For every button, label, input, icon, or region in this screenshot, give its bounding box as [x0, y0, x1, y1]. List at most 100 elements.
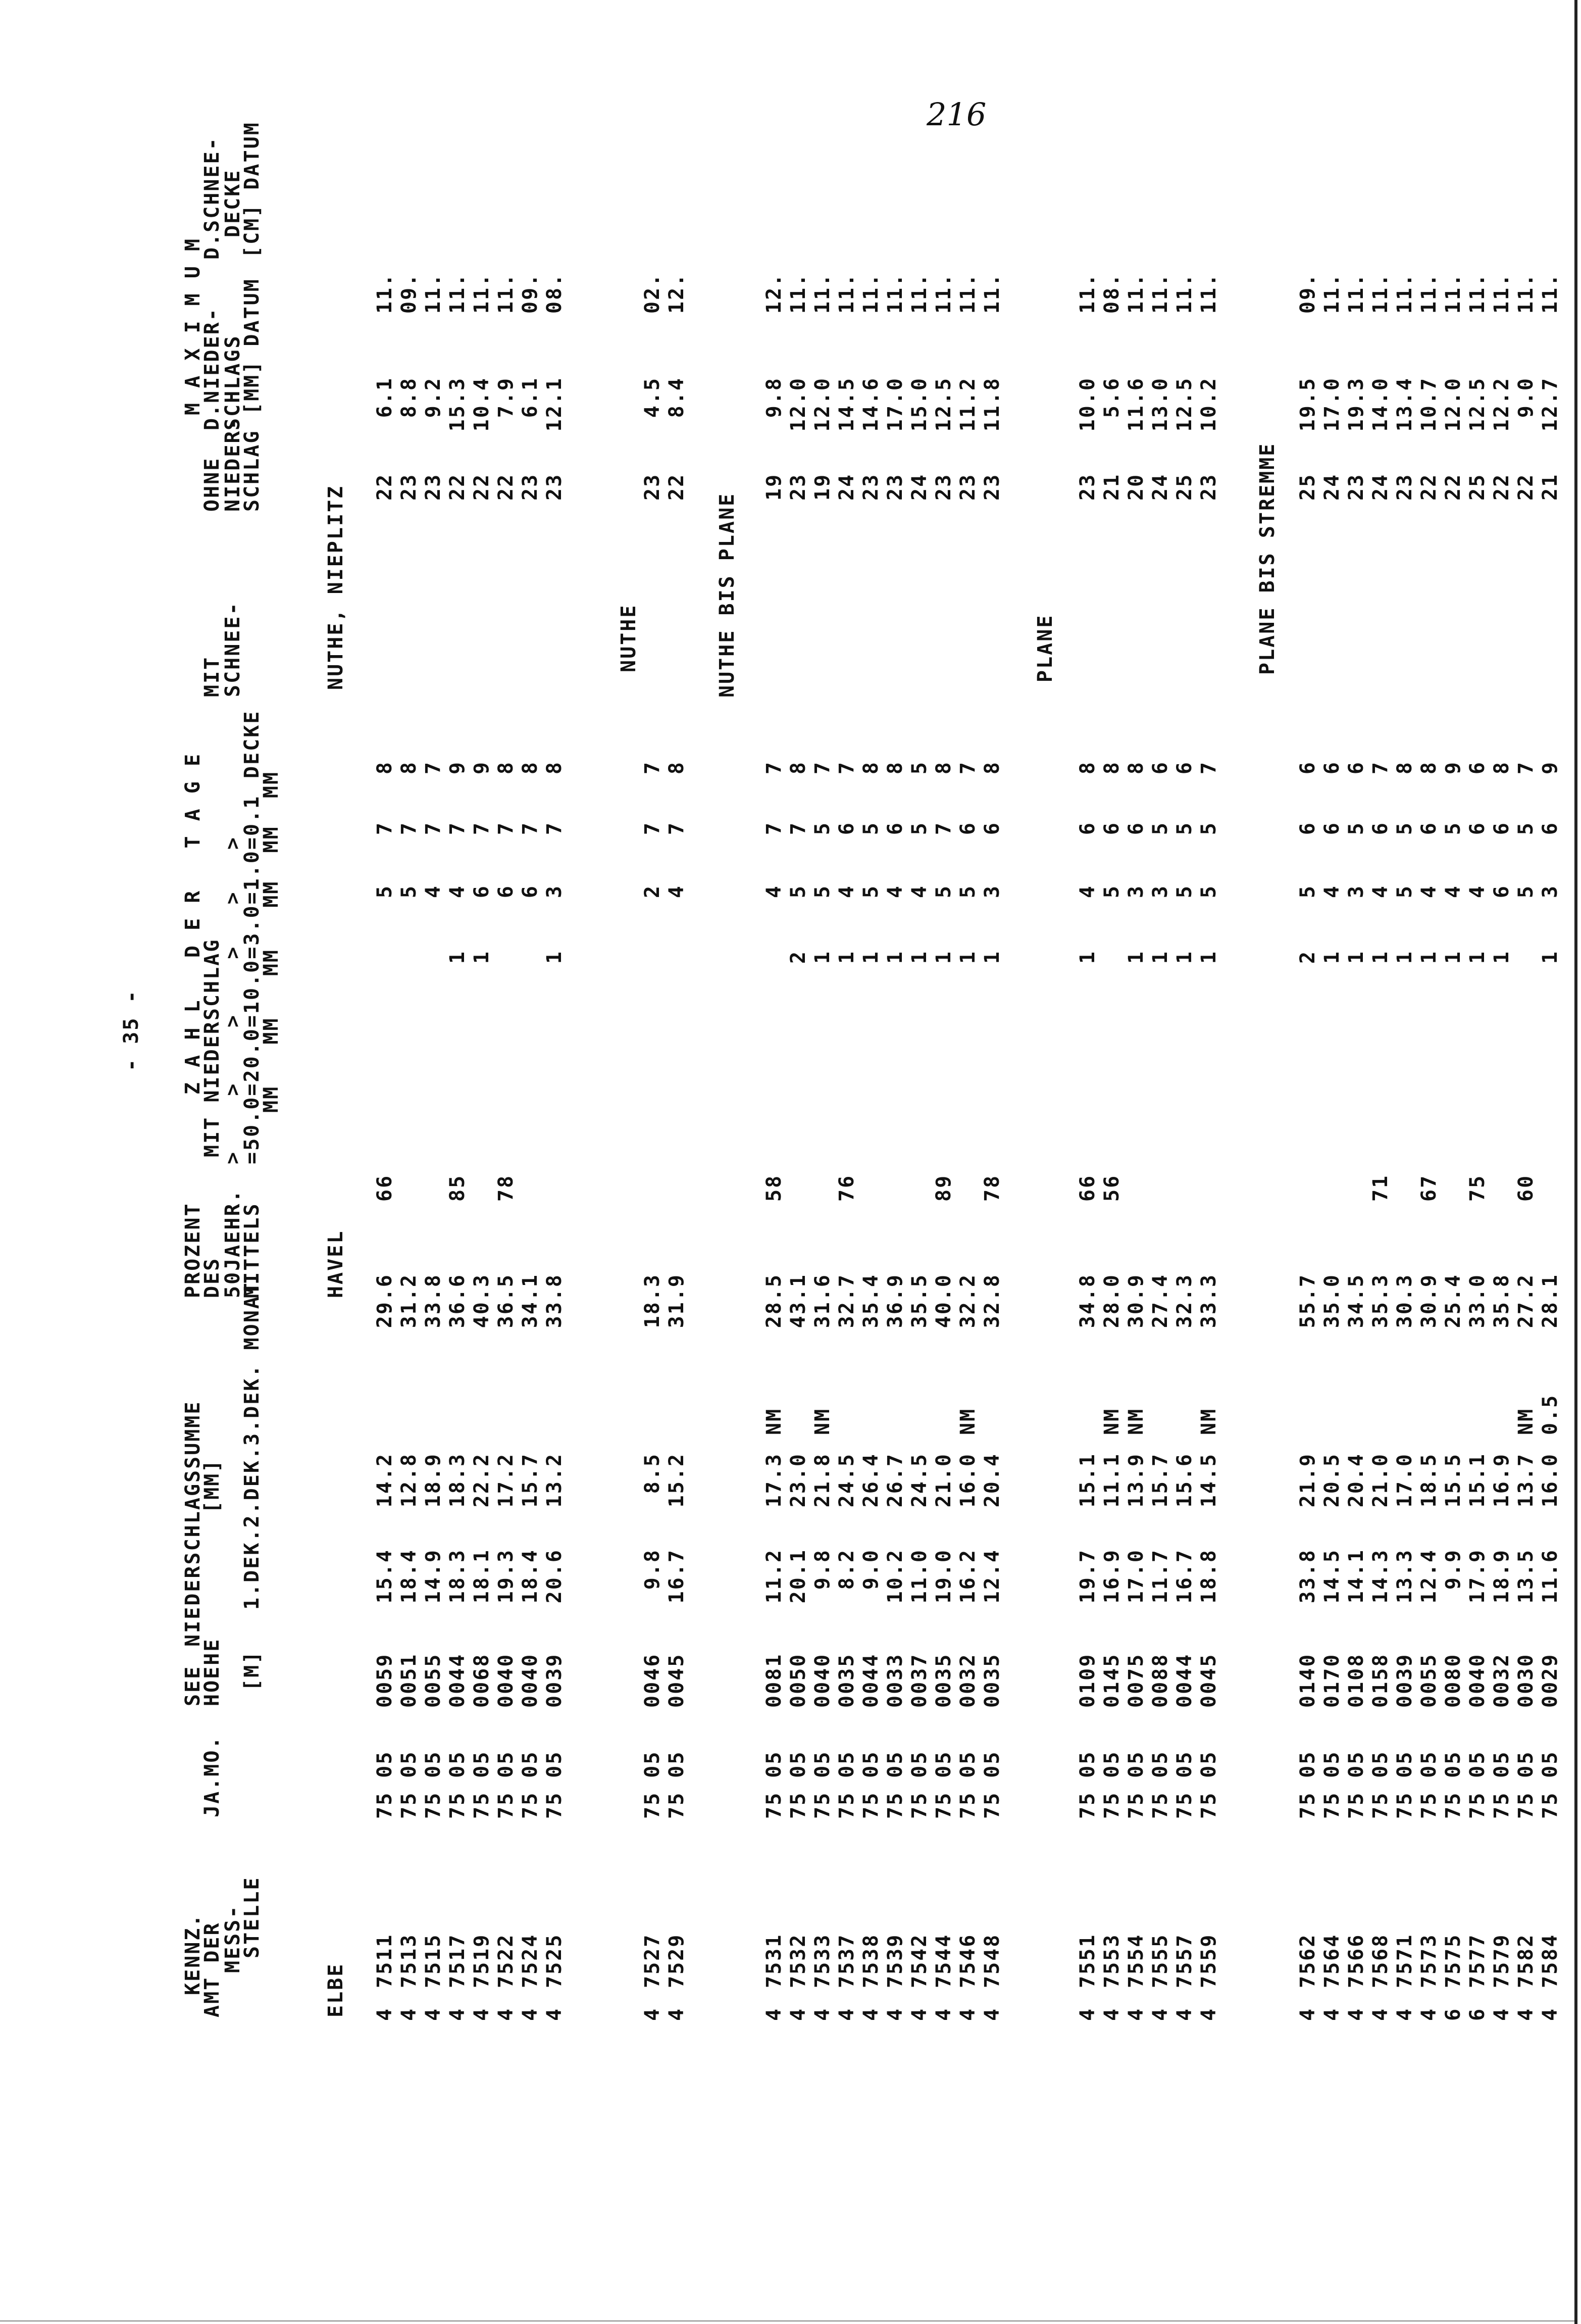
station-id-cell: 7573	[1417, 1933, 1441, 1988]
station-id-cell: 7524	[519, 1933, 542, 1988]
max-date-cell: 11.	[1393, 272, 1416, 314]
header-schlag: SCHLAG	[240, 429, 264, 512]
amt-cell: 6	[1442, 2007, 1465, 2021]
max-date-cell: 11.	[1345, 272, 1368, 314]
decade1-cell: 18.4	[519, 1549, 542, 1604]
year-month-cell: 75 05	[1514, 1750, 1538, 1819]
decade2-cell: 15.7	[1149, 1453, 1172, 1508]
month-total-cell: 34.5	[1345, 1273, 1368, 1328]
month-total-cell: 33.8	[422, 1273, 445, 1328]
page-bottom-line	[0, 2320, 1574, 2321]
amt-cell: 4	[1076, 2007, 1099, 2021]
year-month-cell: 75 05	[1125, 1750, 1148, 1819]
max-date-cell: 11.	[835, 272, 858, 314]
days-ge01-cell: 8	[1417, 761, 1441, 775]
month-total-cell: 35.0	[1320, 1273, 1344, 1328]
max-date-cell: 11.	[1369, 272, 1392, 314]
decade3-cell: NM	[1100, 1407, 1124, 1435]
month-total-cell: 40.0	[932, 1273, 955, 1328]
max-precip-cell: 12.7	[1539, 377, 1562, 432]
decade1-cell: 11.2	[762, 1549, 786, 1604]
decade2-cell: 22.2	[470, 1453, 493, 1508]
max-precip-cell: 11.8	[981, 377, 1004, 432]
amt-cell: 4	[519, 2007, 542, 2021]
amt-cell: 4	[811, 2007, 834, 2021]
max-precip-cell: 14.6	[859, 377, 883, 432]
days-ge01-cell: 7	[762, 761, 786, 775]
amt-cell: 4	[1393, 2007, 1416, 2021]
month-total-cell: 31.6	[811, 1273, 834, 1328]
max-precip-cell: 11.2	[956, 377, 980, 432]
max-date-cell: 12.	[762, 272, 786, 314]
header-mess: MESS-	[221, 1904, 244, 1973]
max-precip-cell: 17.0	[1320, 377, 1344, 432]
decade2-cell: 24.5	[835, 1453, 858, 1508]
header-stelle: STELLE	[240, 1876, 264, 1959]
max-date-cell: 11.	[373, 272, 396, 314]
decade1-cell: 9.8	[811, 1549, 834, 1590]
percent-cell: 85	[446, 1174, 469, 1202]
percent-cell: 66	[1076, 1174, 1099, 1202]
decade2-cell: 12.8	[397, 1453, 421, 1508]
month-total-cell: 36.6	[446, 1273, 469, 1328]
days-ge01-cell: 6	[1320, 761, 1344, 775]
percent-cell: 67	[1417, 1174, 1441, 1202]
elevation-cell: 0040	[1466, 1653, 1489, 1708]
decade1-cell: 19.3	[494, 1549, 518, 1604]
decade1-cell: 33.8	[1296, 1549, 1319, 1604]
station-id-cell: 7577	[1466, 1933, 1489, 1988]
month-total-cell: 30.3	[1393, 1273, 1416, 1328]
percent-cell: 78	[494, 1174, 518, 1202]
year-month-cell: 75 05	[373, 1750, 396, 1819]
amt-cell: 4	[494, 2007, 518, 2021]
days-ge01-cell: 5	[908, 761, 931, 775]
decade2-cell: 20.4	[981, 1453, 1004, 1508]
max-date-cell: 11.	[981, 272, 1004, 314]
header-see: SEE	[181, 1665, 205, 1706]
month-total-cell: 30.9	[1125, 1273, 1148, 1328]
decade1-cell: 14.3	[1369, 1549, 1392, 1604]
max-precip-cell: 5.6	[1100, 377, 1124, 418]
max-precip-cell: 12.1	[543, 377, 566, 432]
decade3-cell: NM	[762, 1407, 786, 1435]
month-total-cell: 35.8	[1490, 1273, 1513, 1328]
header-unit-m: [M]	[240, 1650, 264, 1691]
max-date-cell: 08.	[543, 272, 566, 314]
max-date-cell: 09.	[397, 272, 421, 314]
decade2-cell: 20.5	[1320, 1453, 1344, 1508]
max-precip-cell: 10.0	[1076, 377, 1099, 432]
decade2-cell: 8.5	[641, 1453, 664, 1494]
decade1-cell: 15.4	[373, 1549, 396, 1604]
amt-cell: 4	[397, 2007, 421, 2021]
decade2-cell: 21.8	[811, 1453, 834, 1508]
section-label: NUTHE	[617, 604, 640, 672]
decade2-cell: 21.0	[932, 1453, 955, 1508]
month-total-cell: 33.0	[1466, 1273, 1489, 1328]
max-date-cell: 11.	[1490, 272, 1513, 314]
station-id-cell: 7559	[1197, 1933, 1220, 1988]
max-precip-cell: 12.0	[787, 377, 810, 432]
amt-cell: 4	[665, 2007, 688, 2021]
month-total-cell: 33.3	[1197, 1273, 1220, 1328]
decade1-cell: 18.3	[446, 1549, 469, 1604]
percent-cell: 60	[1514, 1174, 1538, 1202]
decade3-cell: NM	[1125, 1407, 1148, 1435]
amt-cell: 4	[908, 2007, 931, 2021]
decade2-cell: 21.9	[1296, 1453, 1319, 1508]
elevation-cell: 0059	[373, 1653, 396, 1708]
header-zahl-der-tage: Z A H L D E R T A G E	[181, 752, 205, 1095]
percent-cell: 78	[981, 1174, 1004, 1202]
days-ge01-cell: 8	[981, 761, 1004, 775]
amt-cell: 4	[859, 2007, 883, 2021]
max-precip-cell: 15.3	[446, 377, 469, 432]
amt-cell: 4	[446, 2007, 469, 2021]
month-total-cell: 28.0	[1100, 1273, 1124, 1328]
decade3-cell: 0.5	[1539, 1394, 1562, 1435]
amt-cell: 4	[956, 2007, 980, 2021]
max-date-cell: 02.	[641, 272, 664, 314]
year-month-cell: 75 05	[519, 1750, 542, 1819]
month-total-cell: 32.7	[835, 1273, 858, 1328]
header-50jaehr: 50JAEHR.	[221, 1189, 244, 1298]
max-date-cell: 11.	[787, 272, 810, 314]
year-month-cell: 75 05	[981, 1750, 1004, 1819]
